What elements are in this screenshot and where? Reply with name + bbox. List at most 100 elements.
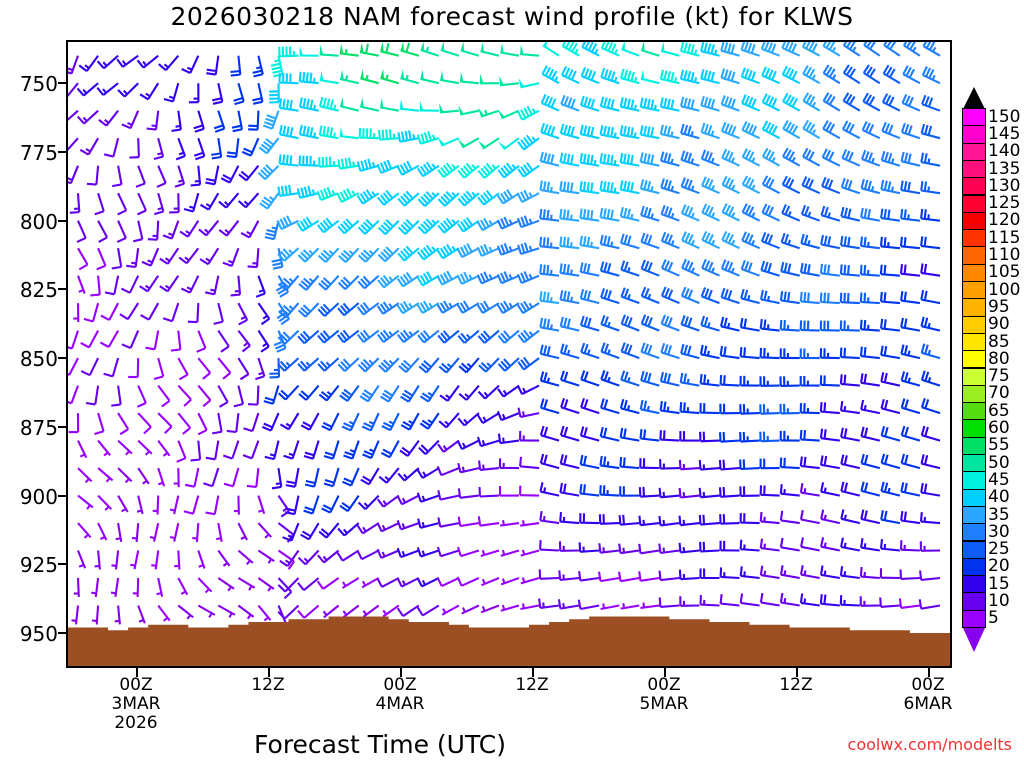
wind-barb bbox=[741, 94, 761, 112]
wind-barb bbox=[516, 189, 540, 203]
wind-barb bbox=[519, 430, 540, 442]
wind-barb bbox=[323, 440, 340, 460]
wind-barb bbox=[598, 543, 620, 554]
wind-barb bbox=[300, 412, 320, 431]
colorbar-under-arrow bbox=[963, 628, 985, 652]
wind-barb bbox=[600, 603, 620, 611]
wind-barb bbox=[497, 433, 520, 445]
wind-barb bbox=[639, 97, 660, 112]
wind-barb bbox=[76, 82, 99, 97]
wind-barb bbox=[217, 549, 231, 567]
wind-barb bbox=[860, 453, 881, 470]
wind-barb bbox=[559, 343, 580, 360]
wind-barb bbox=[157, 412, 173, 435]
wind-barb bbox=[679, 431, 700, 442]
wind-barb bbox=[740, 259, 760, 277]
wind-barb bbox=[271, 467, 283, 490]
wind-barb bbox=[117, 82, 139, 98]
wind-barb bbox=[720, 68, 740, 85]
wind-barb bbox=[263, 385, 280, 405]
x-tick-year: 2026 bbox=[114, 713, 158, 733]
wind-barb bbox=[516, 271, 540, 284]
wind-barb bbox=[297, 604, 320, 619]
wind-barb bbox=[104, 275, 120, 296]
wind-barb bbox=[840, 509, 861, 525]
wind-barb bbox=[719, 567, 740, 580]
wind-barb bbox=[879, 318, 901, 332]
wind-barb bbox=[822, 42, 841, 57]
colorbar-tick-label: 85 bbox=[988, 331, 1010, 352]
wind-barb bbox=[177, 577, 189, 596]
x-axis-tick-mark bbox=[928, 668, 930, 677]
wind-barb bbox=[77, 440, 88, 459]
wind-barb bbox=[178, 247, 200, 265]
wind-barb bbox=[819, 320, 840, 332]
wind-barb bbox=[68, 330, 79, 350]
wind-barb bbox=[801, 42, 821, 57]
wind-barb bbox=[456, 576, 480, 587]
wind-barb bbox=[819, 348, 840, 360]
wind-barb bbox=[699, 568, 720, 580]
wind-barb bbox=[205, 440, 220, 461]
wind-barb bbox=[840, 481, 861, 497]
wind-barb bbox=[162, 302, 180, 323]
wind-barb bbox=[660, 178, 680, 195]
wind-barb bbox=[517, 242, 540, 255]
wind-barb bbox=[739, 566, 760, 580]
wind-barb bbox=[700, 122, 720, 140]
wind-barb bbox=[477, 189, 500, 206]
wind-barb bbox=[318, 384, 340, 402]
wind-barb bbox=[163, 82, 180, 103]
wind-barb bbox=[103, 357, 120, 378]
wind-barb bbox=[779, 430, 800, 442]
wind-barb bbox=[264, 440, 280, 461]
wind-barb bbox=[377, 190, 400, 206]
colorbar-segment bbox=[962, 108, 986, 127]
wind-barb bbox=[699, 373, 720, 387]
wind-barb bbox=[398, 357, 420, 373]
wind-barb bbox=[199, 192, 220, 211]
colorbar-segment bbox=[962, 471, 986, 490]
wind-barb bbox=[638, 543, 660, 555]
wind-barb bbox=[317, 247, 340, 263]
wind-barb bbox=[396, 160, 420, 176]
wind-barb bbox=[278, 275, 300, 291]
wind-barb bbox=[779, 376, 800, 387]
wind-barb bbox=[418, 439, 440, 455]
wind-barb bbox=[252, 82, 264, 105]
wind-barb bbox=[339, 126, 359, 140]
wind-barb bbox=[860, 481, 881, 497]
wind-barb bbox=[900, 510, 921, 525]
wind-barb bbox=[658, 543, 680, 555]
wind-barb bbox=[193, 110, 205, 133]
y-axis-tick-label: 950 bbox=[19, 622, 58, 646]
wind-barb bbox=[476, 217, 500, 232]
wind-barb bbox=[377, 219, 400, 235]
wind-barb bbox=[496, 271, 520, 285]
wind-barb bbox=[660, 231, 680, 250]
wind-barb bbox=[157, 384, 171, 408]
colorbar-segment bbox=[962, 575, 986, 594]
wind-barb bbox=[619, 180, 640, 195]
wind-barb bbox=[121, 110, 140, 130]
wind-barb bbox=[618, 514, 640, 526]
wind-barb bbox=[881, 121, 901, 140]
wind-barb bbox=[457, 329, 480, 344]
wind-barb bbox=[699, 403, 720, 415]
wind-barb bbox=[497, 189, 520, 205]
wind-barb bbox=[321, 412, 340, 432]
wind-barb bbox=[819, 292, 840, 305]
wind-barb bbox=[193, 137, 206, 161]
wind-barb bbox=[176, 440, 187, 463]
wind-barb bbox=[269, 83, 280, 104]
wind-barb bbox=[277, 384, 300, 401]
colorbar-tick-label: 75 bbox=[988, 366, 1010, 387]
wind-barb bbox=[356, 549, 380, 561]
wind-barb bbox=[136, 495, 144, 515]
wind-barb bbox=[237, 192, 260, 209]
wind-barb bbox=[539, 482, 560, 497]
wind-barb bbox=[497, 300, 520, 314]
wind-barb bbox=[639, 428, 660, 442]
wind-barb bbox=[278, 154, 299, 167]
wind-barb bbox=[174, 550, 181, 570]
